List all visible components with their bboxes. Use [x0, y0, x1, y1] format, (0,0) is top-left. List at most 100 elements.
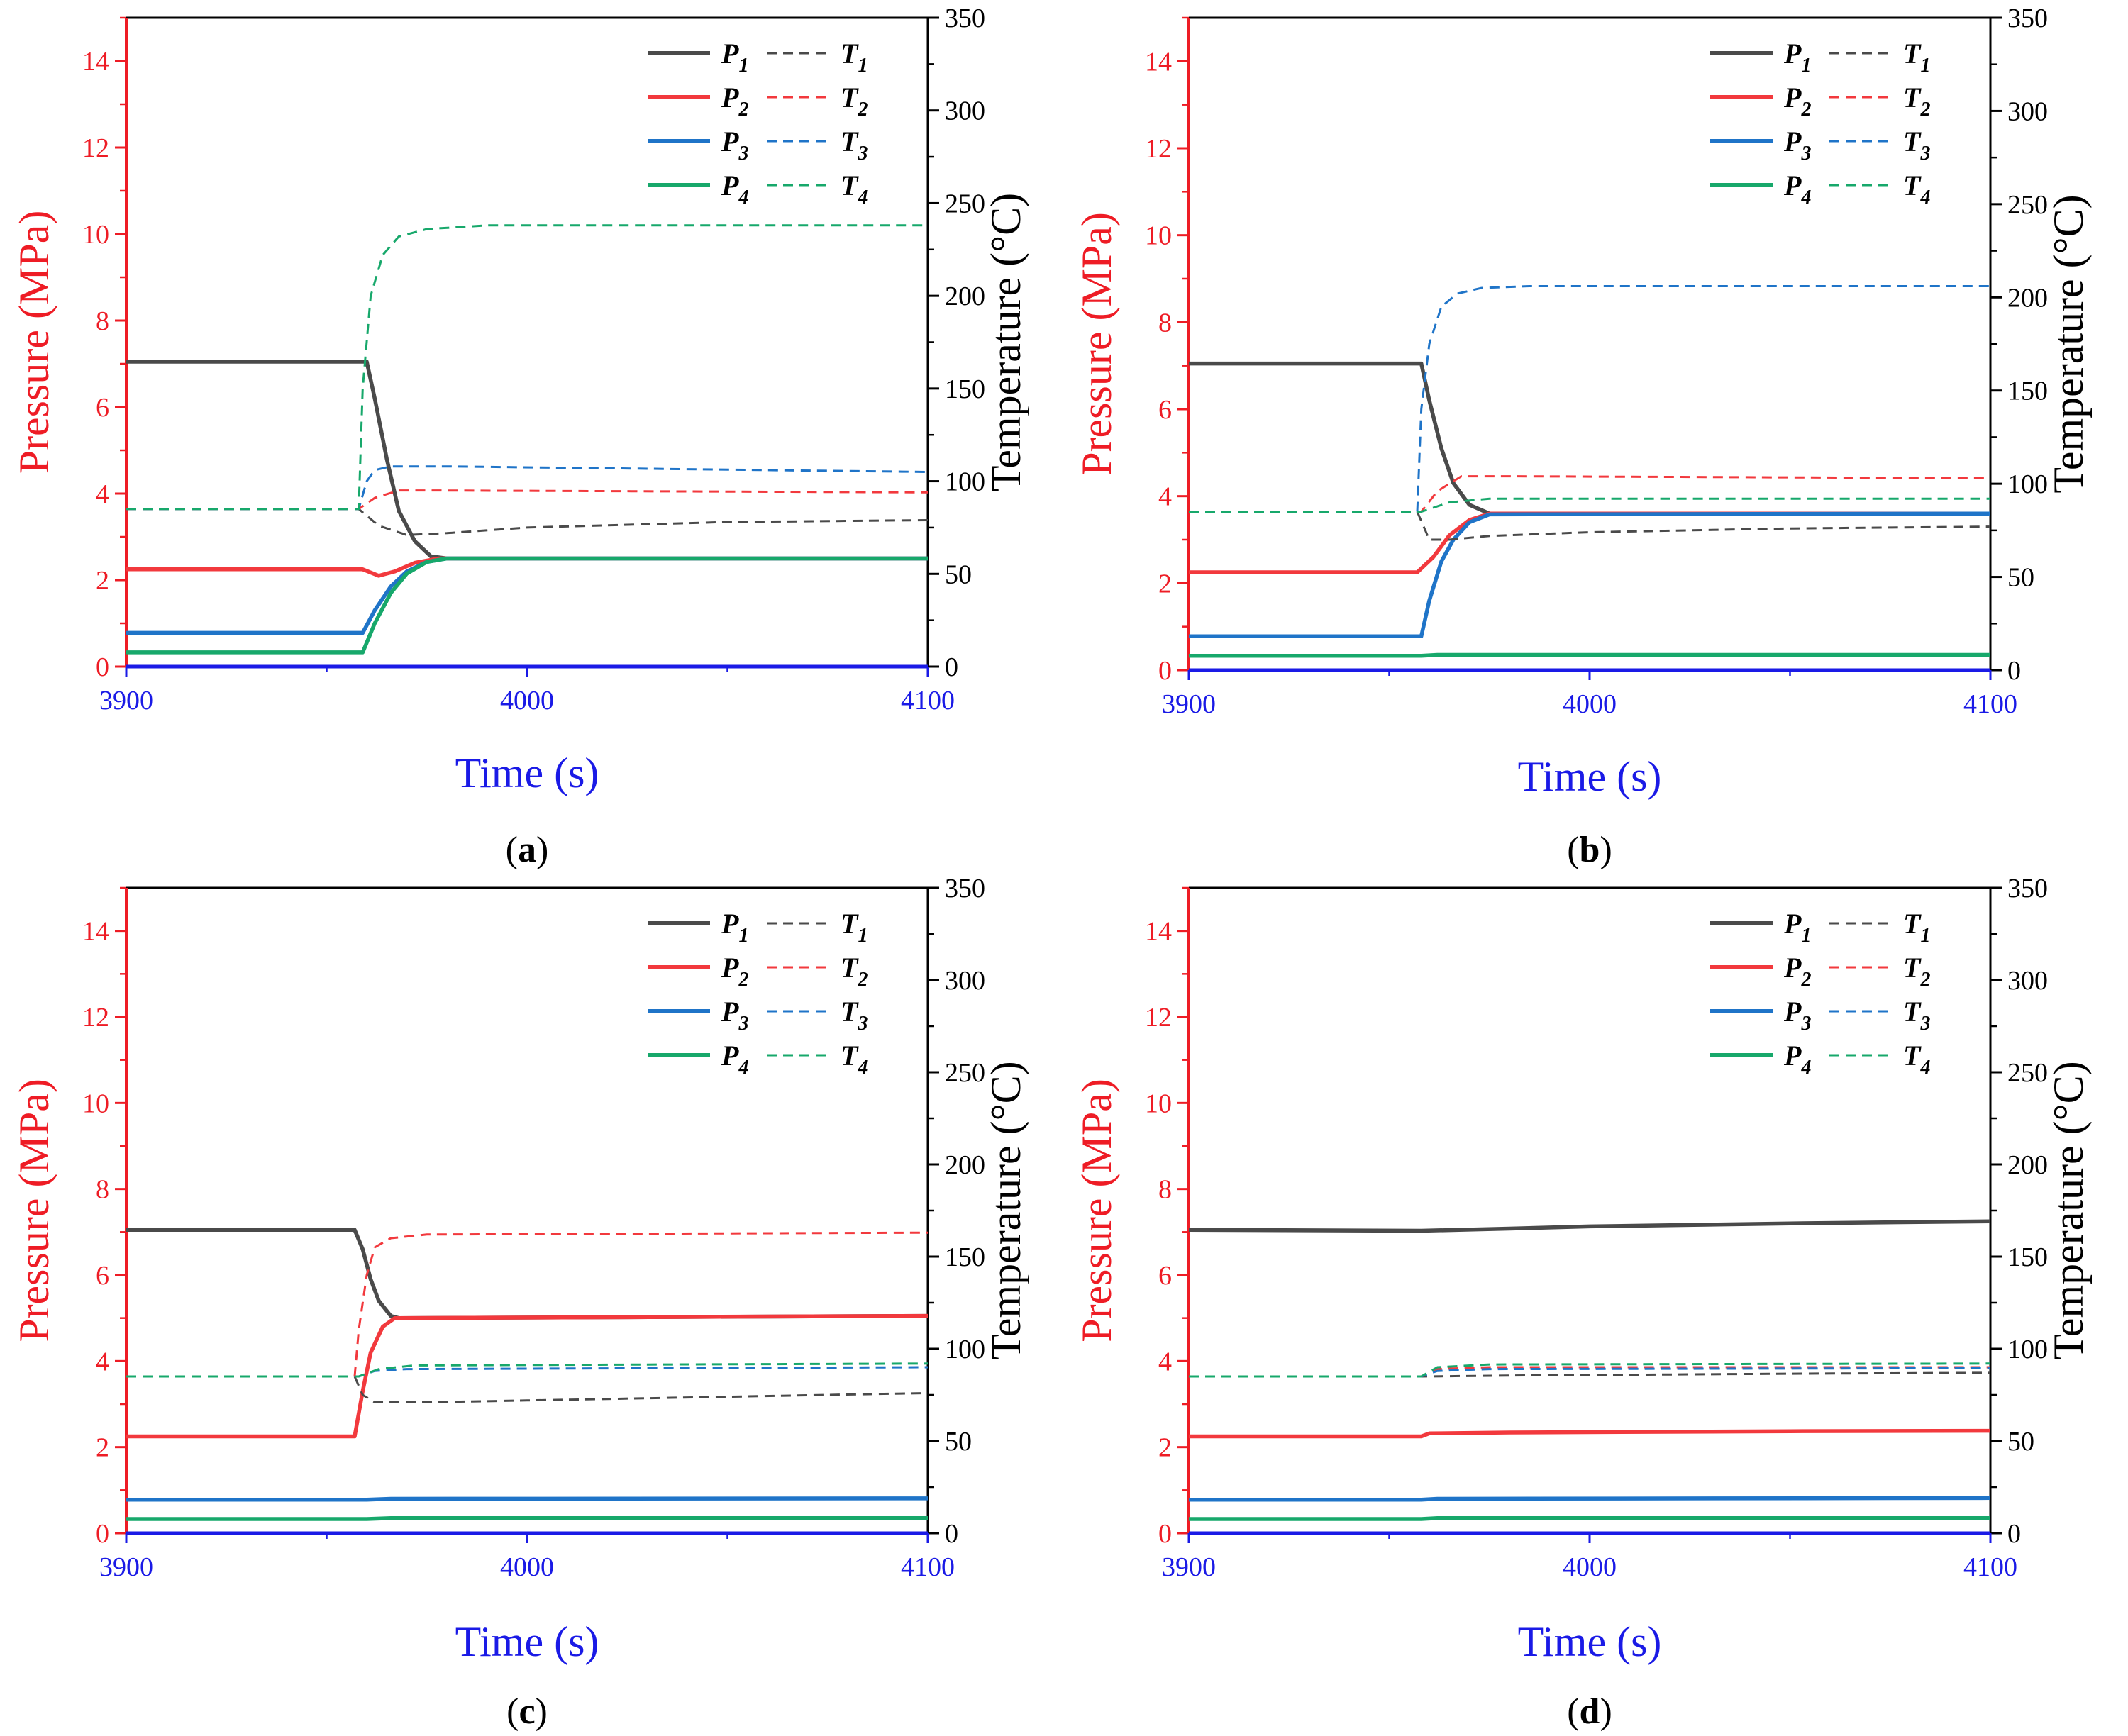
pressure-tick-label: 2 — [1158, 569, 1172, 599]
series-line-T3 — [126, 465, 929, 511]
pressure-tick-label: 4 — [1158, 482, 1172, 512]
legend-pressure-label: P2 — [721, 82, 748, 121]
pressure-tick-label: 6 — [1158, 395, 1172, 425]
temperature-tick-label: 250 — [2007, 1058, 2048, 1088]
pressure-tick-label: 0 — [1158, 1519, 1172, 1549]
legend-temperature-label: T4 — [1903, 169, 1930, 208]
temperature-tick-label: 350 — [2007, 874, 2048, 903]
series-line-P1 — [1189, 361, 1990, 516]
time-tick-label: 4000 — [500, 1552, 554, 1582]
pressure-axis-title: Pressure (MPa) — [11, 1079, 57, 1342]
legend-pressure-label: P3 — [1783, 126, 1811, 165]
legend-pressure-label: P2 — [721, 952, 748, 991]
series-line-P1 — [1188, 1219, 1991, 1233]
legend-temperature-label: T3 — [1903, 996, 1930, 1035]
legend-temperature-label: T2 — [841, 82, 868, 121]
series-line-P1 — [126, 1228, 929, 1320]
panel-label: (a) — [506, 830, 549, 870]
time-tick-label: 4100 — [901, 686, 955, 716]
legend-temperature-label: T1 — [1903, 908, 1930, 947]
pressure-tick-label: 6 — [96, 1261, 109, 1291]
legend-temperature-label: T4 — [841, 1040, 868, 1079]
legend-pressure-label: P1 — [1783, 908, 1811, 947]
temperature-tick-label: 100 — [2007, 469, 2048, 499]
pressure-tick-label: 2 — [1158, 1433, 1172, 1463]
temperature-tick-label: 350 — [945, 874, 985, 903]
legend-pressure-label: P1 — [721, 38, 748, 77]
pressure-tick-label: 12 — [82, 1003, 109, 1033]
temperature-axis-title: Temperature (°C) — [982, 193, 1029, 491]
legend-pressure-label: P2 — [1783, 82, 1811, 121]
legend-pressure-label: P1 — [721, 908, 748, 947]
panel-d: 0 2 4 6 8 10 12 14 Pressure (MPa) 0 50 100 150 200 250… — [1073, 874, 2092, 1732]
temperature-tick-label: 300 — [945, 966, 985, 996]
pressure-tick-label: 10 — [1145, 1089, 1172, 1118]
pressure-tick-label: 12 — [1145, 134, 1172, 164]
time-tick-label: 4000 — [1563, 1552, 1617, 1582]
temperature-tick-label: 50 — [2007, 563, 2034, 593]
series-line-P1 — [126, 360, 928, 561]
legend-temperature-label: T3 — [841, 996, 868, 1035]
temperature-tick-label: 150 — [2007, 377, 2048, 406]
legend-pressure-label: P3 — [1783, 996, 1811, 1035]
panel-letter: b — [1580, 830, 1600, 870]
temperature-tick-label: 250 — [945, 189, 985, 218]
temperature-tick-label: 300 — [2007, 96, 2048, 126]
temperature-tick-label: 100 — [945, 467, 985, 497]
pressure-tick-label: 2 — [96, 566, 109, 596]
legend-temperature-label: T1 — [841, 38, 868, 77]
temperature-tick-label: 0 — [2007, 656, 2021, 686]
time-tick-label: 3900 — [99, 1552, 153, 1582]
series-line-T1 — [126, 1375, 929, 1403]
pressure-axis-title: Pressure (MPa) — [11, 211, 57, 474]
pressure-tick-label: 12 — [1145, 1003, 1172, 1033]
pressure-axis-title: Pressure (MPa) — [1073, 1079, 1120, 1342]
pressure-tick-label: 14 — [1145, 917, 1172, 947]
series-line-P2 — [126, 556, 928, 578]
series-line-P3 — [1189, 511, 1991, 638]
legend-temperature-label: T3 — [1903, 126, 1930, 165]
panel-c: 0 2 4 6 8 10 12 14 Pressure (MPa) 0 50 100 150 200 250… — [11, 874, 1029, 1732]
series-line-T4 — [126, 1362, 929, 1378]
temperature-tick-label: 200 — [2007, 1150, 2048, 1180]
series-line-T1 — [126, 508, 929, 536]
time-tick-label: 4100 — [901, 1552, 955, 1582]
legend-temperature-label: T1 — [841, 908, 868, 947]
time-axis-title: Time (s) — [455, 1618, 599, 1665]
temperature-tick-label: 0 — [945, 1519, 958, 1549]
panel-label: (c) — [506, 1691, 548, 1732]
temperature-axis-title: Temperature (°C) — [2045, 1061, 2092, 1359]
series-line-T4 — [1189, 1362, 1991, 1378]
time-tick-label: 4100 — [1963, 1552, 2017, 1582]
temperature-tick-label: 50 — [2007, 1427, 2034, 1457]
temperature-tick-label: 0 — [2007, 1519, 2021, 1549]
legend-pressure-label: P4 — [1783, 169, 1811, 208]
temperature-tick-label: 50 — [945, 1427, 972, 1457]
legend-pressure-label: P4 — [721, 1040, 748, 1079]
series-line-P2 — [1189, 1428, 1991, 1439]
legend-temperature-label: T2 — [1903, 952, 1930, 991]
temperature-tick-label: 150 — [2007, 1242, 2048, 1272]
pressure-tick-label: 10 — [1145, 221, 1172, 251]
time-axis-title: Time (s) — [1518, 753, 1662, 800]
time-tick-label: 4000 — [500, 686, 554, 716]
pressure-tick-label: 4 — [96, 1347, 109, 1376]
legend-temperature-label: T2 — [841, 952, 868, 991]
temperature-tick-label: 100 — [945, 1335, 985, 1364]
panel-letter: d — [1580, 1691, 1600, 1732]
series-line-P4 — [1189, 652, 1990, 658]
series-line-T2 — [1189, 475, 1991, 513]
temperature-tick-label: 200 — [945, 282, 985, 311]
legend-pressure-label: P4 — [721, 169, 748, 208]
time-tick-label: 3900 — [1162, 689, 1216, 719]
legend-temperature-label: T4 — [841, 169, 868, 208]
pressure-tick-label: 8 — [96, 1175, 109, 1205]
pressure-tick-label: 14 — [1145, 47, 1172, 77]
pressure-axis-title: Pressure (MPa) — [1073, 212, 1120, 476]
series-line-T4 — [1189, 497, 1990, 513]
temperature-tick-label: 150 — [945, 1242, 985, 1272]
pressure-tick-label: 6 — [1158, 1261, 1172, 1291]
temperature-tick-label: 300 — [945, 96, 985, 126]
panel-letter: c — [519, 1691, 535, 1732]
legend-temperature-label: T1 — [1903, 38, 1930, 77]
